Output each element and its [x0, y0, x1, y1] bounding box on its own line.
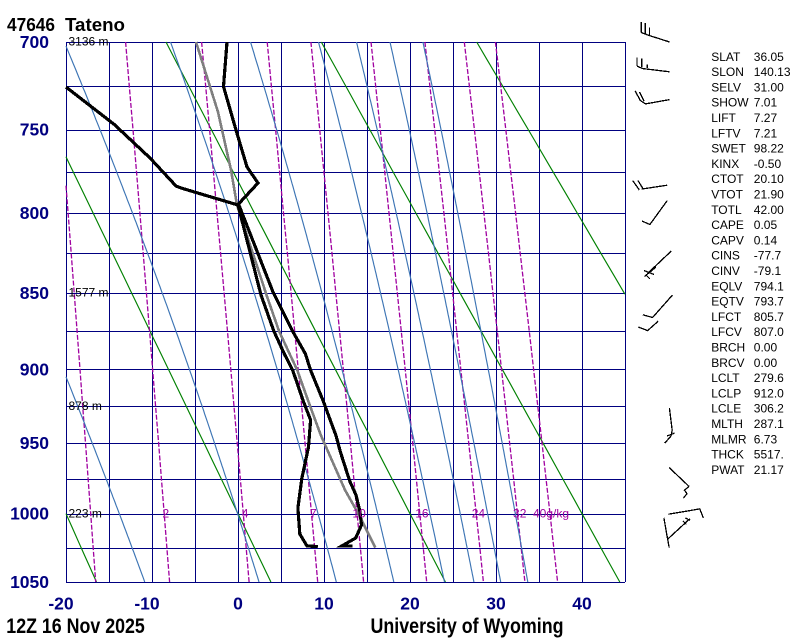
svg-text:7.01: 7.01: [754, 96, 778, 110]
svg-text:40: 40: [572, 594, 592, 614]
svg-text:CINS: CINS: [711, 249, 740, 263]
svg-text:98.22: 98.22: [754, 142, 784, 156]
svg-text:30: 30: [486, 594, 506, 614]
svg-text:7.21: 7.21: [754, 126, 778, 140]
svg-text:0: 0: [233, 594, 243, 614]
svg-text:279.6: 279.6: [754, 371, 784, 385]
svg-text:LCLP: LCLP: [711, 386, 741, 400]
svg-text:KINX: KINX: [711, 157, 739, 171]
svg-text:1050: 1050: [10, 572, 49, 592]
svg-text:31.00: 31.00: [754, 80, 784, 94]
svg-text:0.00: 0.00: [754, 356, 778, 370]
svg-text:7.27: 7.27: [754, 111, 778, 125]
svg-text:LIFT: LIFT: [711, 111, 736, 125]
svg-text:0.00: 0.00: [754, 341, 778, 355]
svg-text:24: 24: [472, 507, 486, 521]
svg-text:LFCT: LFCT: [711, 310, 742, 324]
svg-text:12Z 16 Nov 2025: 12Z 16 Nov 2025: [6, 615, 145, 638]
svg-text:287.1: 287.1: [754, 417, 784, 431]
svg-text:THCK: THCK: [711, 448, 744, 462]
svg-text:SLON: SLON: [711, 65, 744, 79]
svg-text:SHOW: SHOW: [711, 96, 749, 110]
svg-text:-77.7: -77.7: [754, 249, 782, 263]
svg-text:4: 4: [242, 507, 249, 521]
svg-text:MLTH: MLTH: [711, 417, 743, 431]
svg-text:900: 900: [20, 359, 49, 379]
svg-text:VTOT: VTOT: [711, 188, 743, 202]
svg-text:878 m: 878 m: [69, 399, 102, 413]
svg-text:CAPV: CAPV: [711, 233, 744, 247]
svg-text:Tateno: Tateno: [65, 14, 125, 35]
svg-text:21.17: 21.17: [754, 463, 784, 477]
svg-text:140.13: 140.13: [754, 65, 791, 79]
svg-text:20: 20: [400, 594, 420, 614]
svg-text:794.1: 794.1: [754, 279, 784, 293]
svg-text:800: 800: [20, 203, 49, 223]
svg-text:7: 7: [310, 507, 317, 521]
svg-text:CAPE: CAPE: [711, 218, 744, 232]
svg-text:805.7: 805.7: [754, 310, 784, 324]
svg-text:LFCV: LFCV: [711, 325, 742, 339]
svg-text:6.73: 6.73: [754, 432, 778, 446]
svg-text:2: 2: [162, 507, 169, 521]
svg-text:CTOT: CTOT: [711, 172, 744, 186]
svg-text:807.0: 807.0: [754, 325, 784, 339]
svg-text:20.10: 20.10: [754, 172, 784, 186]
svg-text:42.00: 42.00: [754, 203, 784, 217]
svg-text:EQLV: EQLV: [711, 279, 742, 293]
svg-text:10: 10: [314, 594, 334, 614]
svg-text:BRCV: BRCV: [711, 356, 744, 370]
svg-text:850: 850: [20, 283, 49, 303]
svg-text:306.2: 306.2: [754, 402, 784, 416]
svg-text:SELV: SELV: [711, 80, 741, 94]
svg-text:16: 16: [415, 507, 429, 521]
svg-text:3136 m: 3136 m: [69, 35, 109, 49]
svg-text:10: 10: [352, 507, 366, 521]
svg-text:40g/kg: 40g/kg: [533, 507, 569, 521]
svg-text:BRCH: BRCH: [711, 341, 745, 355]
svg-text:223 m: 223 m: [69, 506, 102, 520]
svg-text:1000: 1000: [10, 504, 49, 524]
svg-text:21.90: 21.90: [754, 188, 784, 202]
svg-text:PWAT: PWAT: [711, 463, 745, 477]
svg-text:0.05: 0.05: [754, 218, 778, 232]
svg-text:SLAT: SLAT: [711, 50, 741, 64]
svg-text:University of Wyoming: University of Wyoming: [371, 615, 564, 638]
svg-text:SWET: SWET: [711, 142, 746, 156]
svg-text:950: 950: [20, 433, 49, 453]
svg-text:LCLT: LCLT: [711, 371, 740, 385]
svg-text:-20: -20: [48, 594, 74, 614]
svg-text:LFTV: LFTV: [711, 126, 740, 140]
svg-text:0.14: 0.14: [754, 233, 778, 247]
svg-text:MLMR: MLMR: [711, 432, 747, 446]
svg-text:LCLE: LCLE: [711, 402, 741, 416]
svg-text:750: 750: [20, 120, 49, 140]
svg-text:912.0: 912.0: [754, 386, 784, 400]
svg-text:32: 32: [513, 507, 527, 521]
svg-text:-79.1: -79.1: [754, 264, 782, 278]
svg-text:36.05: 36.05: [754, 50, 784, 64]
svg-text:-10: -10: [134, 594, 160, 614]
svg-text:47646: 47646: [7, 14, 55, 35]
svg-text:CINV: CINV: [711, 264, 740, 278]
svg-text:TOTL: TOTL: [711, 203, 742, 217]
svg-text:1577 m: 1577 m: [69, 286, 109, 300]
svg-text:EQTV: EQTV: [711, 295, 744, 309]
svg-text:5517.: 5517.: [754, 448, 784, 462]
svg-text:793.7: 793.7: [754, 295, 784, 309]
svg-text:-0.50: -0.50: [754, 157, 782, 171]
svg-text:700: 700: [20, 32, 49, 52]
